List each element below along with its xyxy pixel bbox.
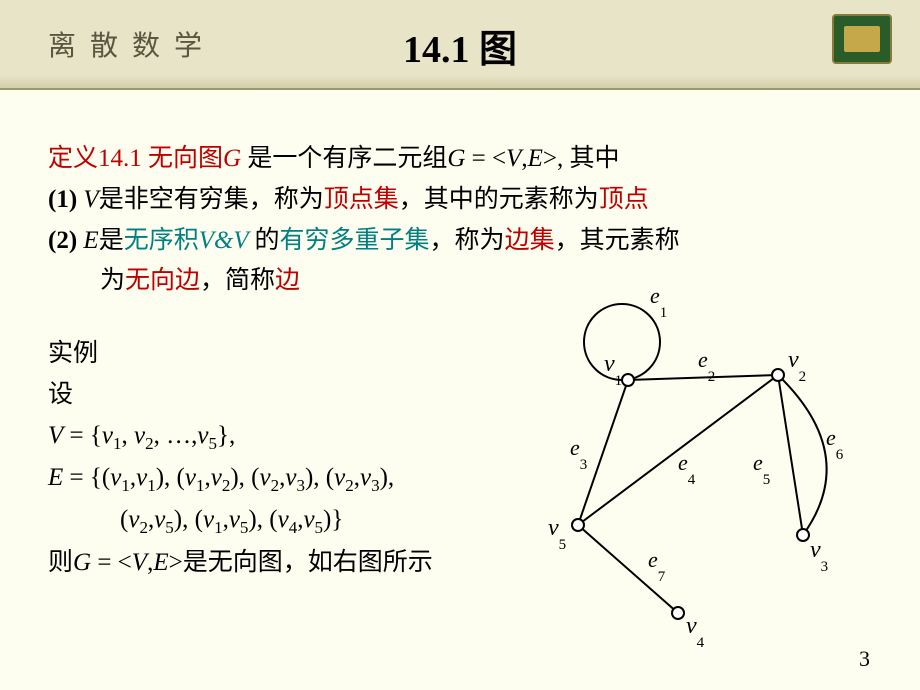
svg-text:v5: v5 xyxy=(548,515,566,553)
def-label: 定义14.1 无向图G xyxy=(48,145,247,172)
book-icon xyxy=(832,14,892,64)
def-point-1: (1) V是非空有穷集，称为顶点集，其中的元素称为顶点 xyxy=(48,181,880,220)
slide-title: 14.1 图 xyxy=(403,18,517,73)
svg-text:v4: v4 xyxy=(686,613,705,651)
svg-text:v2: v2 xyxy=(788,347,806,385)
svg-text:e1: e1 xyxy=(650,283,667,321)
page-number: 3 xyxy=(859,646,870,672)
svg-text:e3: e3 xyxy=(570,435,587,473)
def-point-2: (2) E是无序积V&V 的有穷多重子集，称为边集，其元素称 xyxy=(48,222,880,261)
slide-content: 定义14.1 无向图G 是一个有序二元组G = <V,E>, 其中 (1) V是… xyxy=(0,90,920,584)
svg-text:v3: v3 xyxy=(810,537,828,575)
edge-set-1: E = {(v1,v1), (v1,v2), (v2,v3), (v2,v3), xyxy=(48,459,518,499)
svg-text:e2: e2 xyxy=(698,347,715,385)
svg-text:e6: e6 xyxy=(826,425,844,463)
undirected-graph-svg: e1 e2 e3 e4 e5 e6 e7 v1 v2 v3 v4 v5 xyxy=(508,275,888,655)
svg-text:e4: e4 xyxy=(678,450,696,488)
svg-text:e7: e7 xyxy=(648,547,666,585)
definition-line: 定义14.1 无向图G 是一个有序二元组G = <V,E>, 其中 xyxy=(48,140,880,179)
svg-text:v1: v1 xyxy=(604,351,622,389)
vertex-set: V = {v1, v2, …,v5}, xyxy=(48,417,518,457)
course-name: 离散数学 xyxy=(48,24,216,64)
conclusion: 则G = <V,E>是无向图，如右图所示 xyxy=(48,544,518,583)
edge-set-2: (v2,v5), (v1,v5), (v4,v5)} xyxy=(48,501,518,541)
slide-header: 离散数学 14.1 图 xyxy=(0,0,920,90)
graph-diagram: e1e2e3e4e5e6e7v1v2v3v4v5 xyxy=(518,305,880,584)
svg-text:e5: e5 xyxy=(753,450,770,488)
example-text: 实例 设 V = {v1, v2, …,v5}, E = {(v1,v1), (… xyxy=(48,305,518,584)
